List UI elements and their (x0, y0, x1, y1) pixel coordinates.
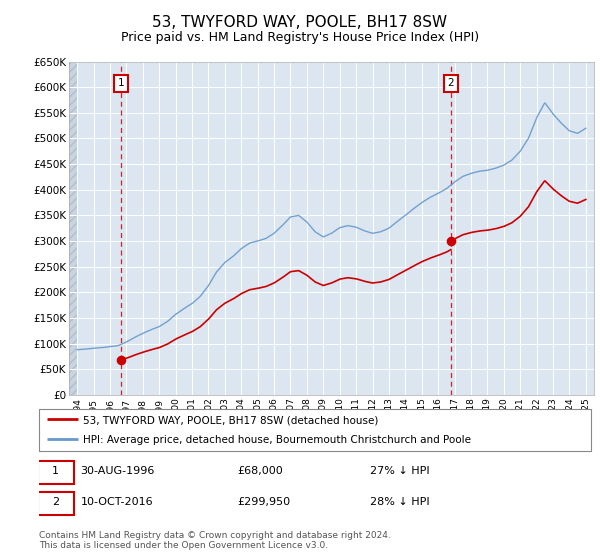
Text: 53, TWYFORD WAY, POOLE, BH17 8SW (detached house): 53, TWYFORD WAY, POOLE, BH17 8SW (detach… (83, 415, 379, 425)
Text: Price paid vs. HM Land Registry's House Price Index (HPI): Price paid vs. HM Land Registry's House … (121, 31, 479, 44)
FancyBboxPatch shape (38, 461, 74, 484)
Text: 10-OCT-2016: 10-OCT-2016 (80, 497, 153, 507)
Point (446, 236, 456, 245)
Text: 1: 1 (52, 466, 59, 476)
Text: £68,000: £68,000 (238, 466, 283, 476)
Text: 53, TWYFORD WAY, POOLE, BH17 8SW: 53, TWYFORD WAY, POOLE, BH17 8SW (152, 15, 448, 30)
Text: £299,950: £299,950 (238, 497, 291, 507)
FancyBboxPatch shape (39, 409, 591, 451)
Text: 28% ↓ HPI: 28% ↓ HPI (370, 497, 430, 507)
Text: Contains HM Land Registry data © Crown copyright and database right 2024.
This d: Contains HM Land Registry data © Crown c… (39, 531, 391, 550)
Point (116, 356, 125, 365)
Text: 1: 1 (118, 78, 124, 88)
Text: 2: 2 (52, 497, 59, 507)
FancyBboxPatch shape (38, 492, 74, 515)
Text: 30-AUG-1996: 30-AUG-1996 (80, 466, 155, 476)
Bar (69, 62, 77, 395)
Text: 27% ↓ HPI: 27% ↓ HPI (370, 466, 430, 476)
Text: HPI: Average price, detached house, Bournemouth Christchurch and Poole: HPI: Average price, detached house, Bour… (83, 435, 471, 445)
Text: 2: 2 (448, 78, 454, 88)
